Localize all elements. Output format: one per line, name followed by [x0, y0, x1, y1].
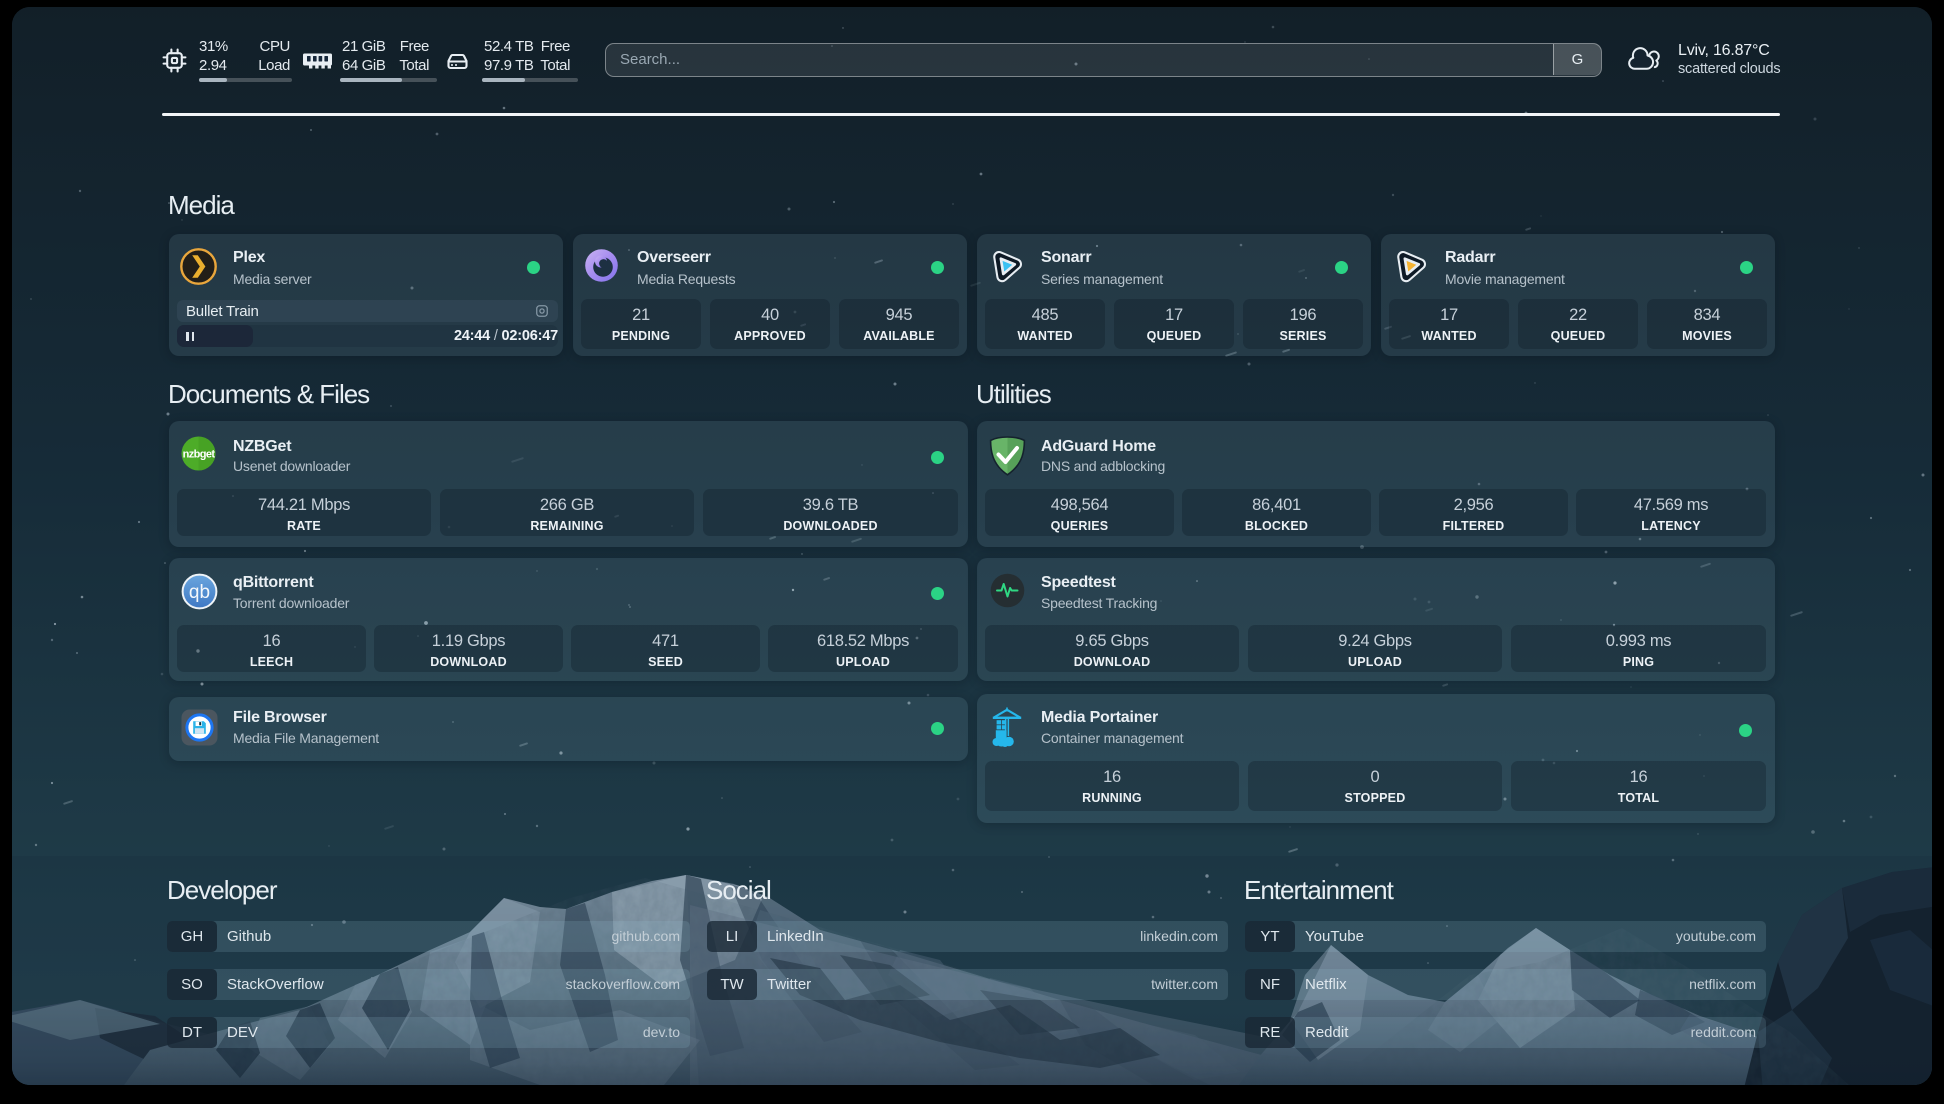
- svg-text:nzbget: nzbget: [183, 449, 216, 461]
- svg-text:qb: qb: [189, 582, 210, 603]
